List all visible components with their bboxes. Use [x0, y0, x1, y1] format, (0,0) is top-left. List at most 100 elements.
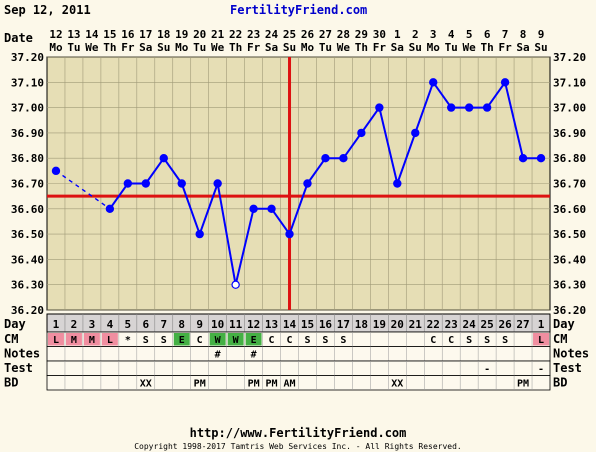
- date-tick-label: 14: [85, 28, 99, 41]
- cycle-day-label: 10: [211, 318, 224, 331]
- weekday-tick-label: Mo: [301, 41, 315, 54]
- temperature-line-segment: [198, 183, 219, 235]
- cycle-day-label: 6: [142, 318, 149, 331]
- cm-cell: C: [269, 335, 275, 346]
- y-tick-label-left: 36.40: [11, 253, 44, 266]
- temperature-point[interactable]: [518, 153, 528, 163]
- footer-url[interactable]: http://www.FertilityFriend.com: [189, 426, 407, 440]
- weekday-tick-label: Su: [534, 41, 547, 54]
- temperature-line-segment: [234, 208, 255, 285]
- cycle-day-label: 14: [283, 318, 297, 331]
- weekday-tick-label: Mo: [175, 41, 189, 54]
- temperature-point[interactable]: [141, 179, 151, 188]
- cm-cell: M: [89, 335, 95, 346]
- notes-row-label: Notes: [4, 347, 40, 361]
- cm-cell-fill: [245, 333, 262, 346]
- weekday-tick-label: Tu: [319, 41, 332, 54]
- temperature-point[interactable]: [51, 166, 61, 176]
- temperature-line-segment: [414, 81, 435, 134]
- cm-cell: E: [251, 335, 257, 346]
- temperature-point[interactable]: [482, 103, 492, 112]
- temperature-dashed-segment: [55, 170, 111, 210]
- cm-cell-fill: [101, 333, 118, 346]
- temperature-line-segment: [306, 157, 327, 185]
- temperature-point[interactable]: [231, 280, 240, 289]
- cycle-day-label: 2: [71, 318, 78, 331]
- temperature-point[interactable]: [249, 204, 258, 213]
- date-tick-label: 22: [229, 28, 242, 41]
- y-tick-label-left: 36.50: [11, 228, 44, 241]
- temperature-point[interactable]: [123, 179, 133, 188]
- date-tick-label: 26: [301, 28, 315, 41]
- date-tick-label: 4: [448, 28, 455, 41]
- temperature-line-segment: [109, 182, 129, 210]
- weekday-tick-label: Tu: [67, 41, 80, 54]
- temperature-point[interactable]: [285, 229, 294, 239]
- date-tick-label: 3: [430, 28, 437, 41]
- test-cell: -: [484, 364, 490, 375]
- cycle-day-label: 22: [427, 318, 440, 331]
- cm-cell: S: [304, 335, 310, 346]
- cm-cell-fill: [227, 333, 244, 346]
- bd-cell: PM: [248, 379, 260, 390]
- temperature-point[interactable]: [105, 204, 115, 213]
- weekday-tick-label: Sa: [391, 41, 404, 54]
- temperature-point[interactable]: [536, 153, 546, 163]
- weekday-tick-label: Sa: [516, 41, 529, 54]
- temperature-point[interactable]: [411, 128, 420, 138]
- date-tick-label: 5: [466, 28, 473, 41]
- cm-cell: L: [538, 335, 544, 346]
- cycle-day-label: 20: [391, 318, 404, 331]
- temperature-point[interactable]: [393, 179, 402, 188]
- temperature-line-segment: [342, 132, 363, 159]
- weekday-tick-label: Fr: [373, 41, 387, 54]
- y-tick-label-left: 37.20: [11, 51, 44, 64]
- bd-cell: AM: [283, 379, 295, 390]
- temperature-line-segment: [144, 157, 165, 185]
- y-tick-label-left: 36.30: [11, 279, 44, 292]
- y-tick-label-right: 37.10: [553, 76, 586, 89]
- temperature-point[interactable]: [464, 103, 474, 112]
- temperature-point[interactable]: [321, 153, 330, 163]
- weekday-tick-label: Tu: [193, 41, 206, 54]
- y-tick-label-right: 36.70: [553, 178, 586, 191]
- temperature-point[interactable]: [429, 78, 438, 87]
- temperature-point[interactable]: [195, 229, 204, 239]
- cm-cell-fill: [173, 333, 190, 346]
- temperature-point[interactable]: [375, 103, 384, 112]
- temperature-point[interactable]: [177, 179, 186, 188]
- date-tick-label: 23: [247, 28, 260, 41]
- cycle-day-label: 21: [409, 318, 423, 331]
- temperature-point[interactable]: [339, 153, 348, 163]
- y-tick-label-left: 36.80: [11, 152, 44, 165]
- temperature-point[interactable]: [267, 204, 276, 213]
- temperature-point[interactable]: [213, 179, 222, 188]
- weekday-tick-label: Fr: [498, 41, 512, 54]
- site-name[interactable]: FertilityFriend.com: [230, 3, 368, 17]
- temperature-line-segment: [180, 183, 201, 235]
- temperature-point[interactable]: [446, 103, 456, 112]
- y-tick-label-right: 36.90: [553, 127, 586, 140]
- cycle-day-label: 9: [196, 318, 203, 331]
- cycle-day-label: 25: [481, 318, 494, 331]
- date-tick-label: 16: [121, 28, 135, 41]
- bd-cell: PM: [266, 379, 278, 390]
- temperature-line-segment: [360, 107, 381, 134]
- temperature-point[interactable]: [500, 78, 510, 87]
- y-tick-label-left: 36.20: [11, 304, 44, 317]
- date-tick-label: 29: [355, 28, 368, 41]
- date-row-label: Date: [4, 31, 33, 45]
- date-tick-label: 12: [49, 28, 62, 41]
- date-tick-label: 28: [337, 28, 350, 41]
- temperature-point[interactable]: [357, 128, 366, 138]
- temperature-point[interactable]: [159, 153, 168, 163]
- cm-cell: E: [179, 335, 185, 346]
- test-cell: -: [538, 364, 544, 375]
- cm-row-label: CM: [4, 332, 18, 346]
- bd-cell: PM: [517, 379, 529, 390]
- bd-row-label-right: BD: [553, 376, 567, 390]
- temperature-point[interactable]: [303, 179, 312, 188]
- weekday-tick-label: Su: [409, 41, 422, 54]
- cm-cell: S: [340, 335, 346, 346]
- date-tick-label: 20: [193, 28, 206, 41]
